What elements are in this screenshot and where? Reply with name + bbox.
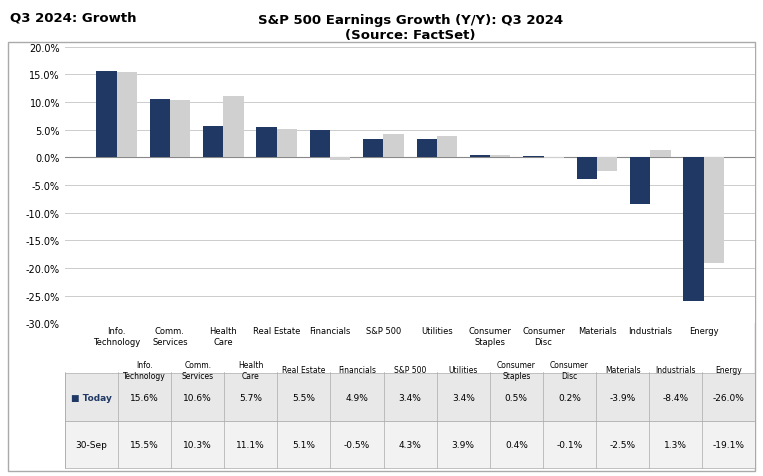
Text: 4.3%: 4.3% [399,440,421,449]
Text: 15.6%: 15.6% [130,393,159,402]
Bar [703,158,724,264]
Text: -8.4%: -8.4% [662,393,689,402]
Bar [684,158,703,302]
Bar [65,374,755,421]
Bar [363,139,384,158]
Bar [384,134,404,158]
Text: 10.6%: 10.6% [183,393,212,402]
Bar [470,155,490,158]
Bar [224,97,243,158]
Text: 5.5%: 5.5% [292,393,315,402]
Text: Materials: Materials [605,366,640,375]
Text: 3.9%: 3.9% [452,440,475,449]
Bar [436,137,457,158]
Text: 5.7%: 5.7% [240,393,262,402]
Bar [417,139,436,158]
Bar [630,158,650,204]
Text: 30-Sep: 30-Sep [76,440,108,449]
Bar [203,127,224,158]
Bar [65,421,755,468]
Text: 0.2%: 0.2% [558,393,581,402]
Text: 3.4%: 3.4% [399,393,421,402]
Bar [96,72,117,158]
Text: ■ Today: ■ Today [71,393,112,402]
Text: S&P 500: S&P 500 [394,366,427,375]
Bar [330,158,350,161]
Text: -19.1%: -19.1% [713,440,745,449]
Bar [170,101,190,158]
Text: 10.3%: 10.3% [183,440,212,449]
Bar [310,131,330,158]
Text: Energy: Energy [716,366,742,375]
Bar [543,158,564,159]
Text: -26.0%: -26.0% [713,393,745,402]
Bar [523,157,543,158]
Text: 11.1%: 11.1% [237,440,265,449]
Text: Utilities: Utilities [449,366,478,375]
Bar [117,72,137,158]
Bar [650,151,671,158]
Bar [597,158,617,172]
Text: Real Estate: Real Estate [282,366,326,375]
Text: 0.5%: 0.5% [505,393,528,402]
Text: 5.1%: 5.1% [292,440,315,449]
Text: 0.4%: 0.4% [505,440,528,449]
Text: Q3 2024: Growth: Q3 2024: Growth [10,12,137,25]
Text: Health
Care: Health Care [238,360,263,380]
Text: 3.4%: 3.4% [452,393,475,402]
Text: Consumer
Staples: Consumer Staples [497,360,536,380]
Title: S&P 500 Earnings Growth (Y/Y): Q3 2024
(Source: FactSet): S&P 500 Earnings Growth (Y/Y): Q3 2024 (… [258,14,562,42]
Text: -0.1%: -0.1% [556,440,583,449]
Bar [277,130,297,158]
Text: 4.9%: 4.9% [346,393,369,402]
Text: -0.5%: -0.5% [344,440,370,449]
Bar [577,158,597,179]
Bar [256,128,277,158]
Text: Financials: Financials [338,366,376,375]
Text: Comm.
Services: Comm. Services [182,360,214,380]
Text: Industrials: Industrials [655,366,696,375]
Text: -2.5%: -2.5% [610,440,636,449]
Text: Consumer
Disc: Consumer Disc [550,360,589,380]
Text: 15.5%: 15.5% [130,440,159,449]
Bar [490,156,510,158]
Text: -3.9%: -3.9% [610,393,636,402]
Text: 1.3%: 1.3% [665,440,687,449]
Bar [150,99,170,158]
Text: Info.
Technology: Info. Technology [123,360,166,380]
